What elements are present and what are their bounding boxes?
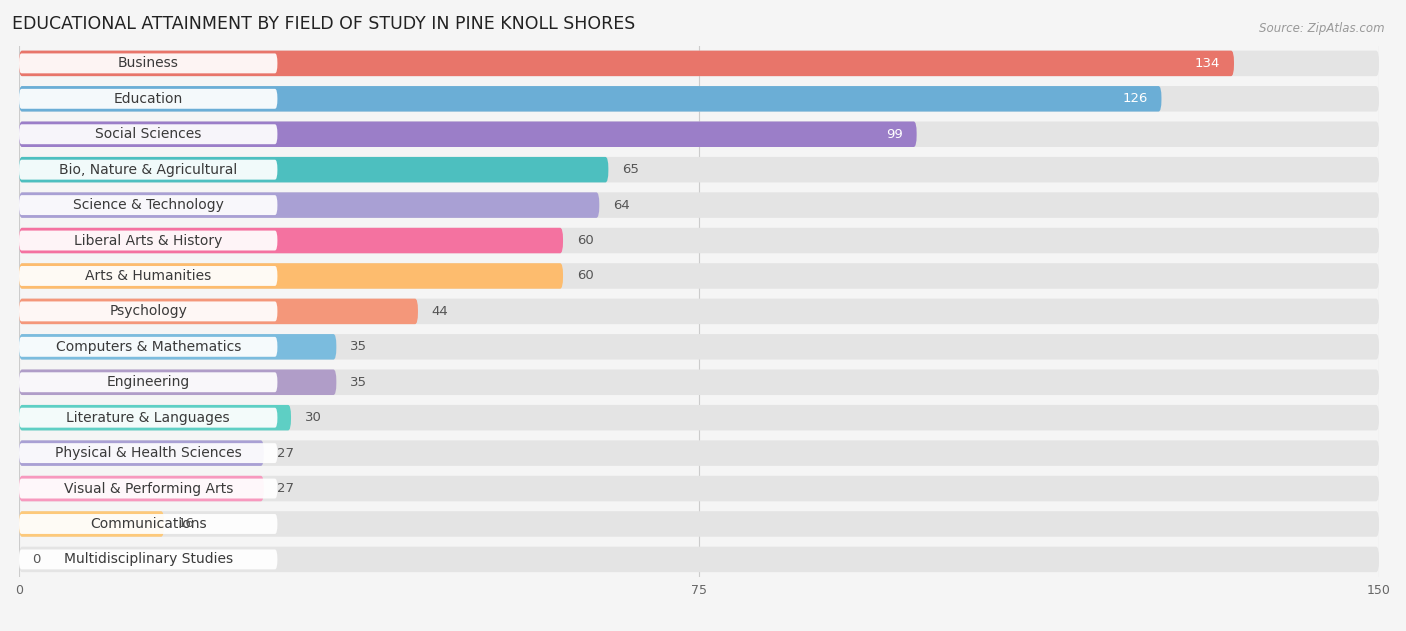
Text: 16: 16 — [177, 517, 194, 531]
FancyBboxPatch shape — [20, 550, 277, 569]
FancyBboxPatch shape — [20, 337, 277, 357]
Text: Engineering: Engineering — [107, 375, 190, 389]
Text: Source: ZipAtlas.com: Source: ZipAtlas.com — [1260, 22, 1385, 35]
Text: 44: 44 — [432, 305, 449, 318]
FancyBboxPatch shape — [20, 160, 277, 180]
Text: Psychology: Psychology — [110, 304, 187, 319]
FancyBboxPatch shape — [20, 370, 1379, 395]
Text: Business: Business — [118, 56, 179, 71]
FancyBboxPatch shape — [20, 405, 1379, 430]
FancyBboxPatch shape — [20, 478, 277, 498]
Text: Multidisciplinary Studies: Multidisciplinary Studies — [63, 552, 233, 567]
FancyBboxPatch shape — [20, 50, 1379, 76]
FancyBboxPatch shape — [20, 408, 277, 428]
FancyBboxPatch shape — [20, 370, 336, 395]
FancyBboxPatch shape — [20, 440, 264, 466]
FancyBboxPatch shape — [20, 124, 277, 144]
FancyBboxPatch shape — [20, 228, 562, 253]
FancyBboxPatch shape — [20, 122, 917, 147]
Text: EDUCATIONAL ATTAINMENT BY FIELD OF STUDY IN PINE KNOLL SHORES: EDUCATIONAL ATTAINMENT BY FIELD OF STUDY… — [13, 15, 636, 33]
Text: 0: 0 — [32, 553, 41, 566]
Text: 35: 35 — [350, 340, 367, 353]
FancyBboxPatch shape — [20, 298, 1379, 324]
Text: 60: 60 — [576, 269, 593, 283]
FancyBboxPatch shape — [20, 511, 1379, 537]
FancyBboxPatch shape — [20, 266, 277, 286]
FancyBboxPatch shape — [20, 546, 1379, 572]
FancyBboxPatch shape — [20, 476, 264, 501]
Text: Computers & Mathematics: Computers & Mathematics — [55, 340, 240, 354]
FancyBboxPatch shape — [20, 54, 277, 73]
Text: Bio, Nature & Agricultural: Bio, Nature & Agricultural — [59, 163, 238, 177]
FancyBboxPatch shape — [20, 50, 1234, 76]
Text: Arts & Humanities: Arts & Humanities — [86, 269, 211, 283]
FancyBboxPatch shape — [20, 122, 1379, 147]
FancyBboxPatch shape — [20, 230, 277, 251]
Text: Visual & Performing Arts: Visual & Performing Arts — [63, 481, 233, 495]
Text: Education: Education — [114, 92, 183, 106]
FancyBboxPatch shape — [20, 192, 1379, 218]
FancyBboxPatch shape — [20, 443, 277, 463]
Text: 27: 27 — [277, 447, 294, 459]
FancyBboxPatch shape — [20, 195, 277, 215]
Text: 99: 99 — [886, 127, 903, 141]
FancyBboxPatch shape — [20, 192, 599, 218]
Text: 30: 30 — [305, 411, 322, 424]
Text: Science & Technology: Science & Technology — [73, 198, 224, 212]
Text: Liberal Arts & History: Liberal Arts & History — [75, 233, 222, 247]
FancyBboxPatch shape — [20, 263, 562, 289]
Text: 60: 60 — [576, 234, 593, 247]
FancyBboxPatch shape — [20, 228, 1379, 253]
FancyBboxPatch shape — [20, 298, 418, 324]
FancyBboxPatch shape — [20, 86, 1379, 112]
FancyBboxPatch shape — [20, 511, 165, 537]
Text: Communications: Communications — [90, 517, 207, 531]
FancyBboxPatch shape — [20, 157, 609, 182]
FancyBboxPatch shape — [20, 440, 1379, 466]
Text: Social Sciences: Social Sciences — [96, 127, 201, 141]
FancyBboxPatch shape — [20, 302, 277, 321]
Text: Literature & Languages: Literature & Languages — [66, 411, 231, 425]
FancyBboxPatch shape — [20, 263, 1379, 289]
Text: 126: 126 — [1122, 92, 1147, 105]
Text: 64: 64 — [613, 199, 630, 211]
FancyBboxPatch shape — [20, 334, 336, 360]
FancyBboxPatch shape — [20, 514, 277, 534]
Text: 65: 65 — [621, 163, 638, 176]
Text: 35: 35 — [350, 375, 367, 389]
Text: 134: 134 — [1195, 57, 1220, 70]
FancyBboxPatch shape — [20, 476, 1379, 501]
FancyBboxPatch shape — [20, 334, 1379, 360]
FancyBboxPatch shape — [20, 405, 291, 430]
FancyBboxPatch shape — [20, 89, 277, 109]
FancyBboxPatch shape — [20, 372, 277, 392]
Text: 27: 27 — [277, 482, 294, 495]
FancyBboxPatch shape — [20, 86, 1161, 112]
FancyBboxPatch shape — [20, 157, 1379, 182]
Text: Physical & Health Sciences: Physical & Health Sciences — [55, 446, 242, 460]
